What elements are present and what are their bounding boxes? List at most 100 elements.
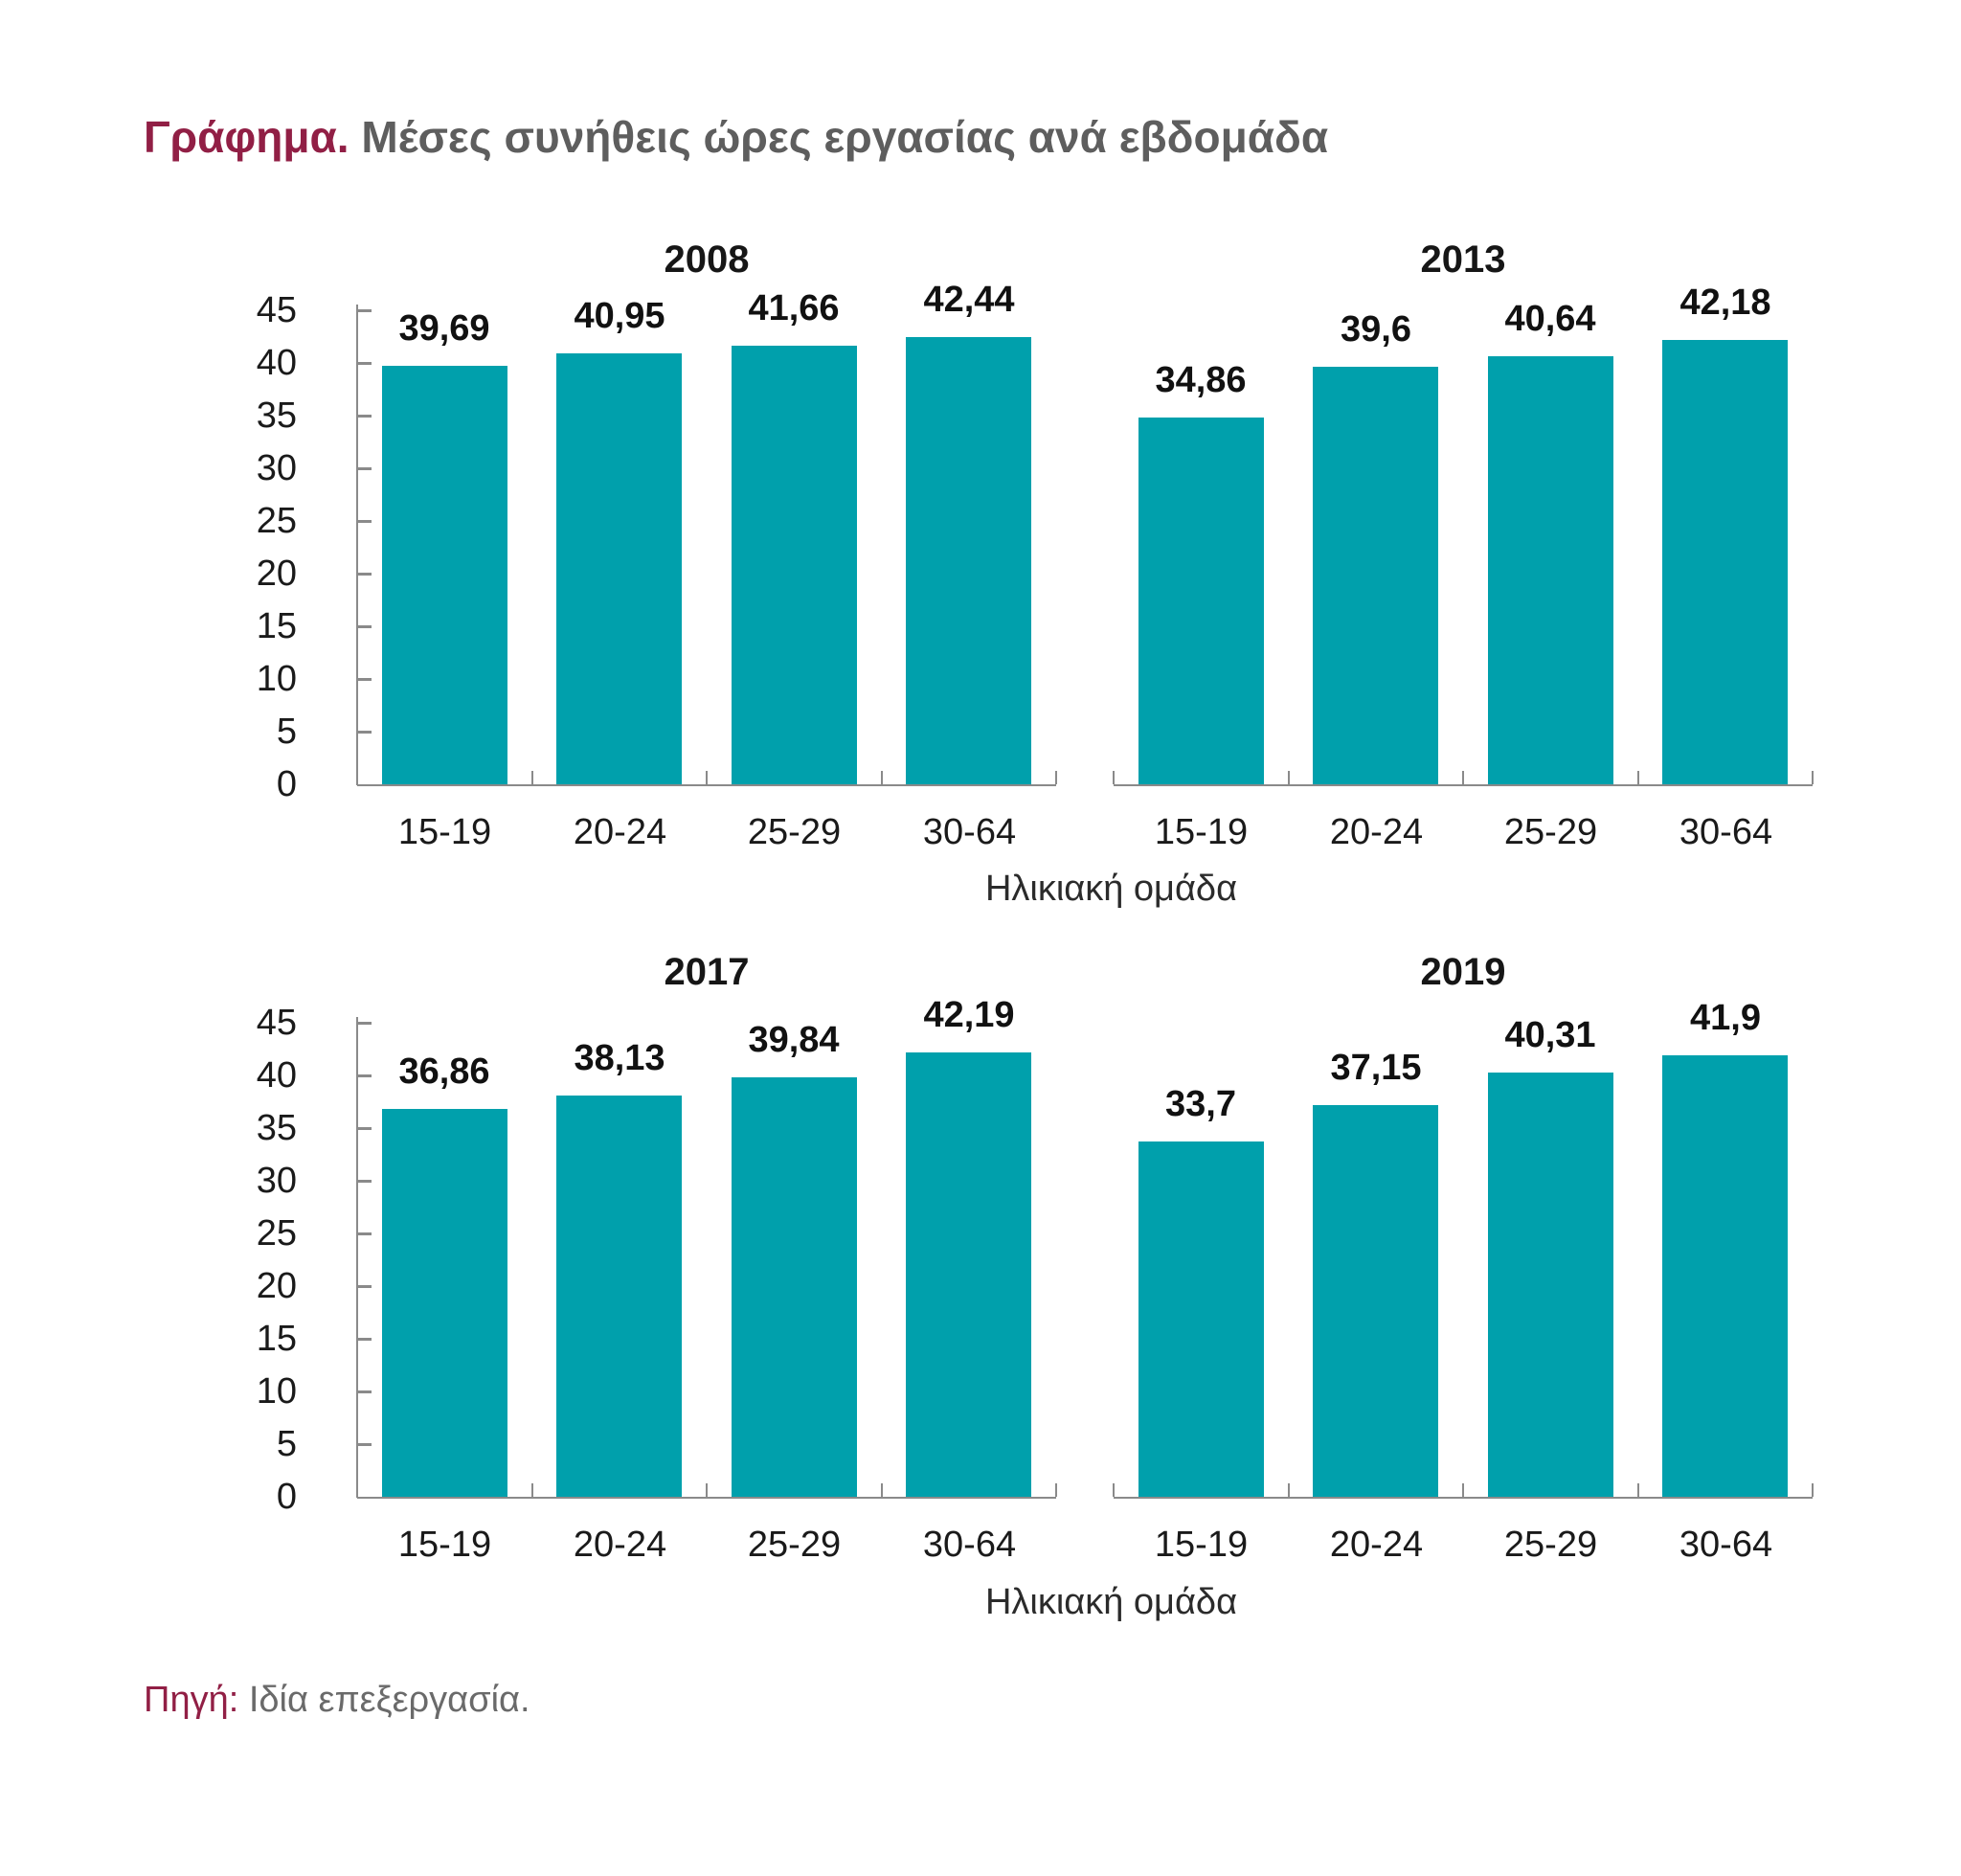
y-tick-label: 40 [256, 1055, 297, 1096]
bar-2019-30-64 [1662, 1055, 1788, 1497]
bar-value-label: 40,64 [1504, 299, 1596, 339]
x-boundary-tick [531, 771, 533, 784]
x-tick-label: 25-29 [1503, 812, 1598, 852]
x-boundary-tick [1812, 771, 1814, 784]
y-tick [358, 415, 372, 418]
x-tick-label: 20-24 [1329, 1525, 1424, 1565]
x-boundary-tick [1055, 1483, 1057, 1497]
panel-title-2017: 2017 [664, 951, 750, 993]
bar-value-label: 39,69 [398, 308, 490, 349]
x-axis-line [1114, 784, 1813, 786]
y-axis-line [356, 1017, 358, 1498]
x-tick-label: 15-19 [397, 1525, 492, 1565]
y-tick-label: 0 [276, 1477, 297, 1517]
bar-2013-30-64 [1662, 340, 1788, 784]
bar-value-label: 41,9 [1690, 998, 1761, 1038]
bar-value-label: 34,86 [1155, 360, 1247, 400]
bar-2013-20-24 [1313, 367, 1438, 784]
x-tick-label: 20-24 [573, 812, 667, 852]
y-tick-label: 25 [256, 501, 297, 541]
bar-value-label: 37,15 [1330, 1048, 1422, 1088]
bar-2008-25-29 [732, 346, 857, 784]
bar-value-label: 40,31 [1504, 1015, 1596, 1055]
x-boundary-tick [1462, 771, 1464, 784]
x-tick-label: 30-64 [922, 1525, 1017, 1565]
bar-2013-15-19 [1138, 418, 1264, 784]
bar-2019-15-19 [1138, 1141, 1264, 1497]
y-tick-label: 40 [256, 343, 297, 383]
source-line: Πηγή: Ιδία επεξεργασία. [144, 1678, 530, 1722]
x-boundary-tick [1462, 1483, 1464, 1497]
x-tick-label: 30-64 [1679, 812, 1773, 852]
x-tick-label: 25-29 [747, 1525, 842, 1565]
x-boundary-tick [881, 771, 883, 784]
bar-value-label: 42,19 [923, 995, 1015, 1035]
y-tick-label: 45 [256, 290, 297, 330]
y-tick-label: 15 [256, 1319, 297, 1359]
y-tick [358, 1180, 372, 1183]
bar-2008-30-64 [906, 337, 1031, 784]
y-tick-label: 20 [256, 554, 297, 594]
bar-2017-25-29 [732, 1077, 857, 1497]
y-tick [358, 1443, 372, 1446]
x-boundary-tick [1637, 1483, 1639, 1497]
bar-value-label: 39,84 [748, 1020, 840, 1060]
source-prefix: Πηγή: [144, 1680, 249, 1720]
y-axis-line [356, 305, 358, 785]
y-tick-label: 20 [256, 1266, 297, 1306]
x-tick-label: 15-19 [1154, 1525, 1249, 1565]
figure-title-text: Μέσες συνήθεις ώρες εργασίας ανά εβδομάδ… [361, 112, 1329, 162]
y-tick [358, 1390, 372, 1393]
y-tick [358, 1232, 372, 1235]
x-axis-line [357, 1497, 1056, 1499]
y-tick-label: 30 [256, 448, 297, 488]
y-tick [358, 1338, 372, 1341]
y-tick [358, 731, 372, 734]
x-boundary-tick [1055, 771, 1057, 784]
bar-2019-25-29 [1488, 1073, 1613, 1497]
y-tick-label: 45 [256, 1003, 297, 1043]
bar-2013-25-29 [1488, 356, 1613, 784]
y-tick-label: 35 [256, 1108, 297, 1148]
x-boundary-tick [356, 1483, 358, 1497]
bar-value-label: 41,66 [748, 288, 840, 328]
x-boundary-tick [1288, 1483, 1290, 1497]
x-boundary-tick [1113, 771, 1115, 784]
panel-title-2013: 2013 [1420, 238, 1506, 281]
x-boundary-tick [356, 771, 358, 784]
x-tick-label: 30-64 [1679, 1525, 1773, 1565]
x-tick-label: 20-24 [1329, 812, 1424, 852]
x-boundary-tick [706, 1483, 708, 1497]
x-tick-label: 15-19 [1154, 812, 1249, 852]
y-tick-label: 5 [276, 1424, 297, 1464]
bar-2019-20-24 [1313, 1105, 1438, 1497]
y-tick [358, 625, 372, 628]
panel-title-2008: 2008 [664, 238, 750, 281]
x-tick-label: 25-29 [1503, 1525, 1598, 1565]
bar-2017-20-24 [556, 1096, 682, 1497]
bar-value-label: 40,95 [574, 296, 665, 336]
figure-title: Γράφημα. Μέσες συνήθεις ώρες εργασίας αν… [144, 111, 1328, 163]
source-text: Ιδία επεξεργασία. [248, 1680, 530, 1720]
bar-2017-15-19 [382, 1109, 507, 1497]
y-tick [358, 467, 372, 470]
figure-title-prefix: Γράφημα. [144, 112, 362, 162]
x-boundary-tick [706, 771, 708, 784]
y-tick [358, 1022, 372, 1025]
x-boundary-tick [1637, 771, 1639, 784]
bar-2017-30-64 [906, 1052, 1031, 1497]
x-boundary-tick [1812, 1483, 1814, 1497]
bar-value-label: 39,6 [1341, 309, 1411, 350]
x-tick-label: 25-29 [747, 812, 842, 852]
x-boundary-tick [531, 1483, 533, 1497]
x-tick-label: 30-64 [922, 812, 1017, 852]
bar-value-label: 33,7 [1165, 1084, 1236, 1124]
x-tick-label: 20-24 [573, 1525, 667, 1565]
y-tick [358, 1285, 372, 1288]
bar-value-label: 42,18 [1679, 283, 1771, 323]
x-axis-line [1114, 1497, 1813, 1499]
x-axis-title: Ηλικιακή ομάδα [984, 1582, 1238, 1622]
y-tick-label: 10 [256, 1371, 297, 1412]
x-boundary-tick [1288, 771, 1290, 784]
y-tick [358, 678, 372, 681]
